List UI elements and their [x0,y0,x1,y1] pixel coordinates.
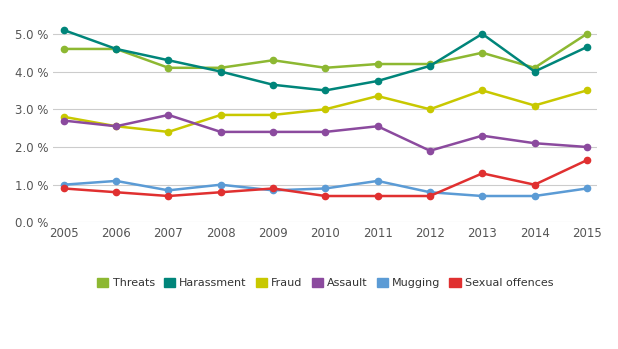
Mugging [478,194,486,198]
Threats [426,62,434,66]
Threats [112,47,120,51]
Mugging [112,179,120,183]
Mugging [531,194,538,198]
Fraud [165,130,172,134]
Threats [478,51,486,55]
Threats [165,66,172,70]
Harassment [321,88,329,92]
Sexual offences [217,190,224,194]
Assault [478,134,486,138]
Sexual offences [112,190,120,194]
Harassment [269,83,277,87]
Sexual offences [60,186,67,191]
Mugging [583,186,591,191]
Fraud [112,124,120,128]
Fraud [217,113,224,117]
Line: Assault: Assault [61,112,590,154]
Threats [374,62,381,66]
Mugging [321,186,329,191]
Threats [269,58,277,62]
Harassment [426,64,434,68]
Mugging [165,188,172,192]
Fraud [60,115,67,119]
Mugging [269,188,277,192]
Fraud [583,88,591,92]
Assault [374,124,381,128]
Sexual offences [321,194,329,198]
Fraud [321,107,329,111]
Sexual offences [426,194,434,198]
Harassment [112,47,120,51]
Fraud [426,107,434,111]
Fraud [269,113,277,117]
Harassment [165,58,172,62]
Line: Fraud: Fraud [61,87,590,135]
Sexual offences [165,194,172,198]
Assault [321,130,329,134]
Assault [583,145,591,149]
Assault [426,149,434,153]
Mugging [60,183,67,187]
Harassment [531,69,538,74]
Sexual offences [374,194,381,198]
Harassment [60,28,67,32]
Line: Mugging: Mugging [61,178,590,199]
Mugging [426,190,434,194]
Sexual offences [531,183,538,187]
Assault [531,141,538,145]
Assault [165,113,172,117]
Harassment [583,45,591,49]
Assault [269,130,277,134]
Sexual offences [478,171,486,176]
Threats [321,66,329,70]
Threats [531,66,538,70]
Sexual offences [583,158,591,162]
Line: Threats: Threats [61,31,590,71]
Harassment [217,69,224,74]
Threats [60,47,67,51]
Fraud [531,103,538,107]
Legend: Threats, Harassment, Fraud, Assault, Mugging, Sexual offences: Threats, Harassment, Fraud, Assault, Mug… [93,274,558,292]
Sexual offences [269,186,277,191]
Mugging [374,179,381,183]
Assault [60,119,67,123]
Threats [217,66,224,70]
Assault [112,124,120,128]
Harassment [374,79,381,83]
Harassment [478,32,486,36]
Line: Harassment: Harassment [61,27,590,94]
Fraud [374,94,381,98]
Line: Sexual offences: Sexual offences [61,157,590,199]
Assault [217,130,224,134]
Threats [583,32,591,36]
Mugging [217,183,224,187]
Fraud [478,88,486,92]
